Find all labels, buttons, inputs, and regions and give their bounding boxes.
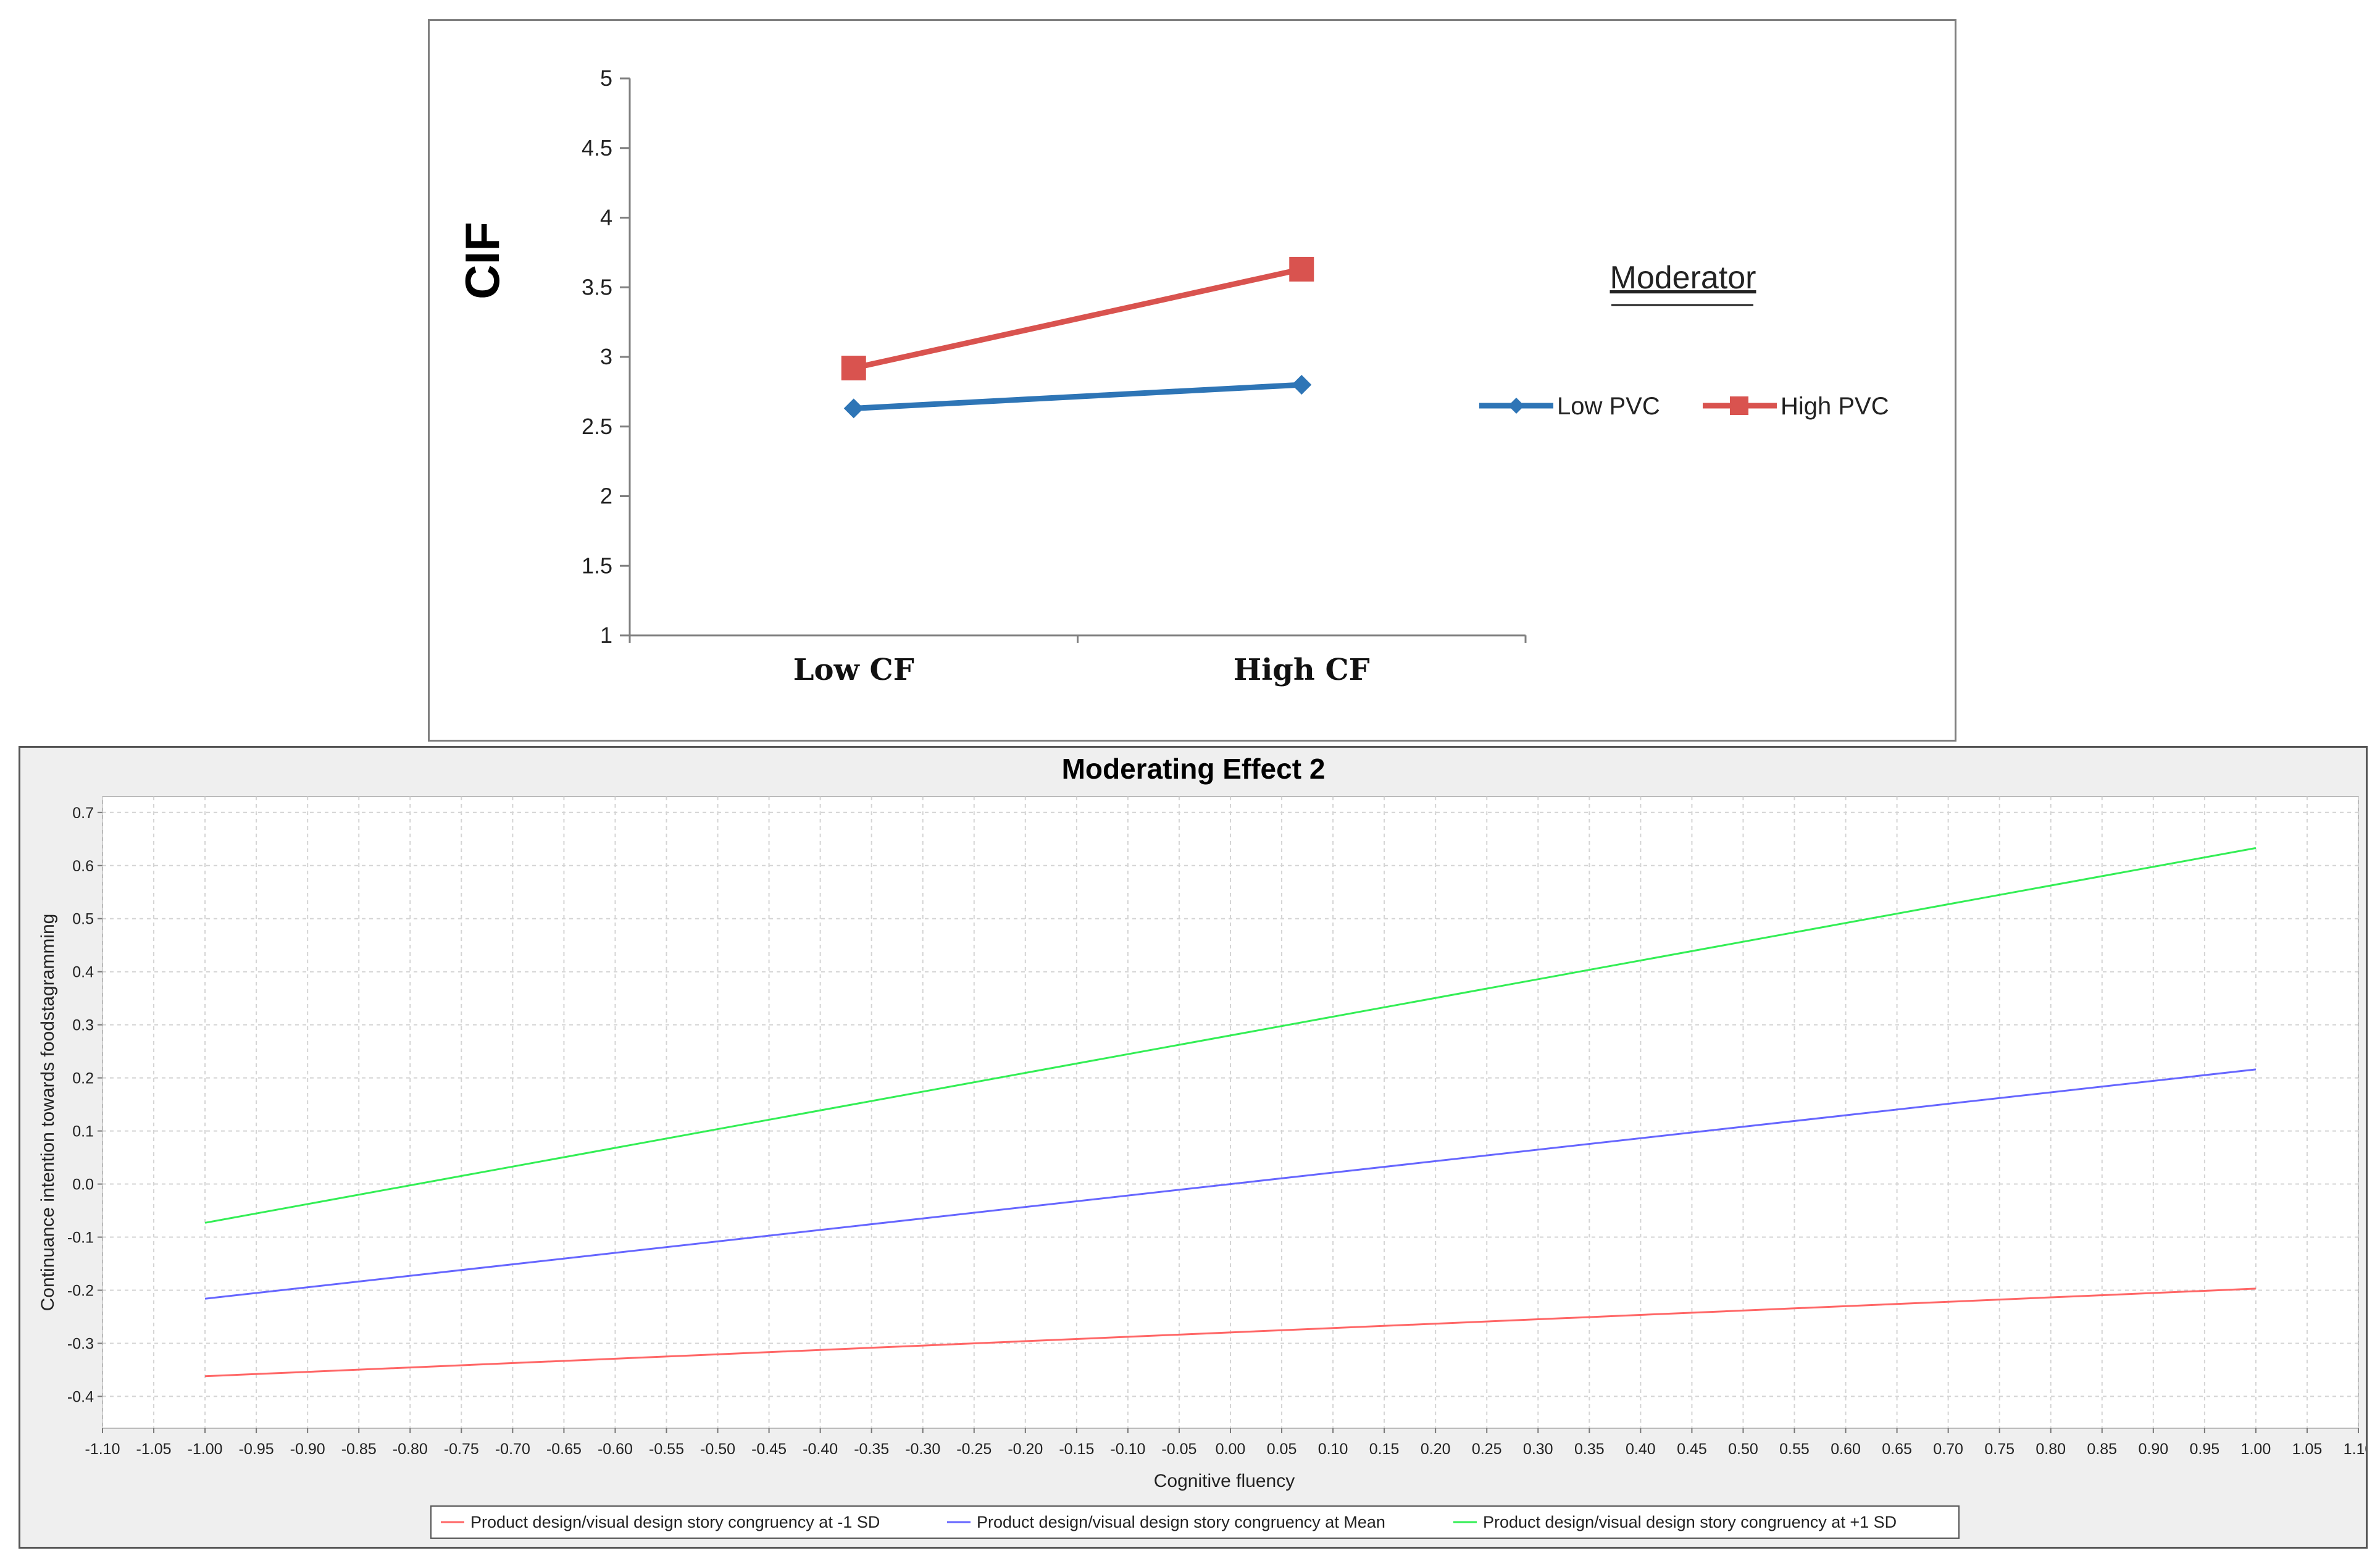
x-tick-label: -0.10 (1110, 1441, 1145, 1458)
y-tick-label: 0.5 (72, 911, 94, 928)
legend-label: Product design/visual design story congr… (1483, 1513, 1897, 1531)
data-point-diamond (843, 398, 864, 419)
x-tick-label: -1.10 (85, 1441, 120, 1458)
y-tick-label: -0.3 (67, 1335, 94, 1352)
y-tick-label: -0.4 (67, 1388, 94, 1405)
x-tick-label: -0.30 (905, 1441, 940, 1458)
series-line-0 (205, 1287, 2256, 1378)
x-tick-label: -0.85 (341, 1441, 377, 1458)
x-tick-label: -1.05 (136, 1441, 172, 1458)
y-tick-label: 1 (600, 622, 612, 648)
data-point-diamond (1292, 375, 1312, 395)
x-tick-label: -0.95 (239, 1441, 274, 1458)
x-tick-label: -0.45 (751, 1441, 787, 1458)
y-tick-label: 4 (600, 205, 612, 230)
x-tick-label: 0.50 (1728, 1441, 1758, 1458)
legend-marker-square (1730, 396, 1748, 415)
chart-1-svg: 1 1.5 2 2.5 3 3.5 4 4.5 5 Low CF High CF CIF Moderat… (455, 65, 1889, 687)
x-tick-label: -1.00 (188, 1441, 223, 1458)
x-tick-label: -0.60 (598, 1441, 633, 1458)
y-tick-label: 0.4 (72, 964, 94, 981)
x-tick-label: 0.85 (2087, 1441, 2117, 1458)
y-tick-label: -0.2 (67, 1282, 94, 1299)
x-category-label: High CF (1234, 653, 1370, 687)
y-tick-label: 3 (600, 344, 612, 369)
x-tick-label: 0.65 (1882, 1441, 1912, 1458)
x-tick-label: -0.55 (649, 1441, 684, 1458)
x-tick-label: 0.70 (1933, 1441, 1963, 1458)
data-point-square (841, 356, 866, 381)
series-line-low-pvc (853, 382, 1302, 411)
y-axis-title: Continuance intention towards foodstagra… (38, 914, 58, 1312)
legend-label: High PVC (1781, 393, 1889, 420)
y-tick-label: 2.5 (582, 414, 612, 439)
legend-label: Product design/visual design story congr… (470, 1513, 880, 1531)
x-tick-label: 0.95 (2190, 1441, 2220, 1458)
legend-title: Moderator (1610, 260, 1756, 296)
y-tick-label: 4.5 (582, 135, 612, 161)
x-tick-label: -0.20 (1008, 1441, 1043, 1458)
x-tick-label: 0.75 (1984, 1441, 2015, 1458)
x-axis-title: Cognitive fluency (1154, 1471, 1295, 1491)
x-tick-label: -0.35 (854, 1441, 889, 1458)
x-tick-label: -0.05 (1161, 1441, 1196, 1458)
x-tick-label: -0.50 (700, 1441, 735, 1458)
x-tick-label: 0.35 (1574, 1441, 1605, 1458)
x-tick-label: 1.10 (2344, 1441, 2366, 1458)
data-point-square (1289, 256, 1314, 282)
x-tick-label: -0.25 (956, 1441, 992, 1458)
series-line-2 (204, 847, 2257, 1224)
x-tick-label: -0.70 (495, 1441, 530, 1458)
legend-label: Low PVC (1557, 393, 1660, 420)
legend-box (430, 1505, 1960, 1539)
x-tick-label: 0.20 (1421, 1441, 1451, 1458)
x-tick-label: 0.25 (1472, 1441, 1502, 1458)
x-tick-label: 0.05 (1267, 1441, 1297, 1458)
x-tick-label: -0.75 (444, 1441, 479, 1458)
series-line-1 (204, 1068, 2257, 1300)
legend-marker-diamond (1508, 398, 1524, 414)
x-tick-label: 0.15 (1369, 1441, 1400, 1458)
y-axis-title: CIF (455, 222, 509, 299)
x-tick-label: 0.55 (1779, 1441, 1810, 1458)
y-tick-label: 5 (600, 65, 612, 91)
x-tick-label: 0.00 (1216, 1441, 1246, 1458)
x-category-label: Low CF (793, 653, 914, 687)
y-tick-label: 0.3 (72, 1017, 94, 1034)
y-tick-label: 2 (600, 483, 612, 509)
chart-1-panel: 1 1.5 2 2.5 3 3.5 4 4.5 5 Low CF High CF CIF Moderat… (428, 19, 1956, 742)
x-tick-label: 0.90 (2138, 1441, 2168, 1458)
x-tick-label: 0.60 (1831, 1441, 1861, 1458)
x-tick-label: -0.90 (290, 1441, 325, 1458)
y-tick-label: 3.5 (582, 274, 612, 299)
y-tick-label: 0.6 (72, 858, 94, 875)
x-tick-label: 1.00 (2241, 1441, 2271, 1458)
series-line-high-pvc (853, 266, 1303, 371)
x-tick-label: -0.65 (546, 1441, 582, 1458)
chart-2-panel: Moderating Effect 2 -1.10 -1.05 -1.00 -0.95-… (19, 746, 2368, 1549)
y-tick-label: 0.0 (72, 1176, 94, 1194)
y-tick-label: -0.1 (67, 1229, 94, 1247)
y-tick-label: 0.2 (72, 1070, 94, 1087)
x-tick-label: 0.45 (1677, 1441, 1707, 1458)
y-tick-label: 0.1 (72, 1123, 94, 1140)
x-tick-label: 0.40 (1626, 1441, 1656, 1458)
legend-label: Product design/visual design story congr… (977, 1513, 1385, 1531)
chart-title: Moderating Effect 2 (1062, 753, 1326, 785)
y-tick-label: 0.7 (72, 805, 94, 822)
x-tick-label: 1.05 (2292, 1441, 2323, 1458)
x-tick-label: 0.30 (1523, 1441, 1553, 1458)
x-tick-label: 0.80 (2036, 1441, 2066, 1458)
x-tick-label: -0.15 (1059, 1441, 1094, 1458)
x-tick-label: -0.80 (393, 1441, 428, 1458)
chart-2-svg: Moderating Effect 2-1.10 -1.05 -1.00 -0.95-… (38, 753, 2366, 1539)
y-tick-label: 1.5 (582, 553, 612, 578)
x-tick-label: 0.10 (1318, 1441, 1348, 1458)
x-tick-label: -0.40 (803, 1441, 838, 1458)
